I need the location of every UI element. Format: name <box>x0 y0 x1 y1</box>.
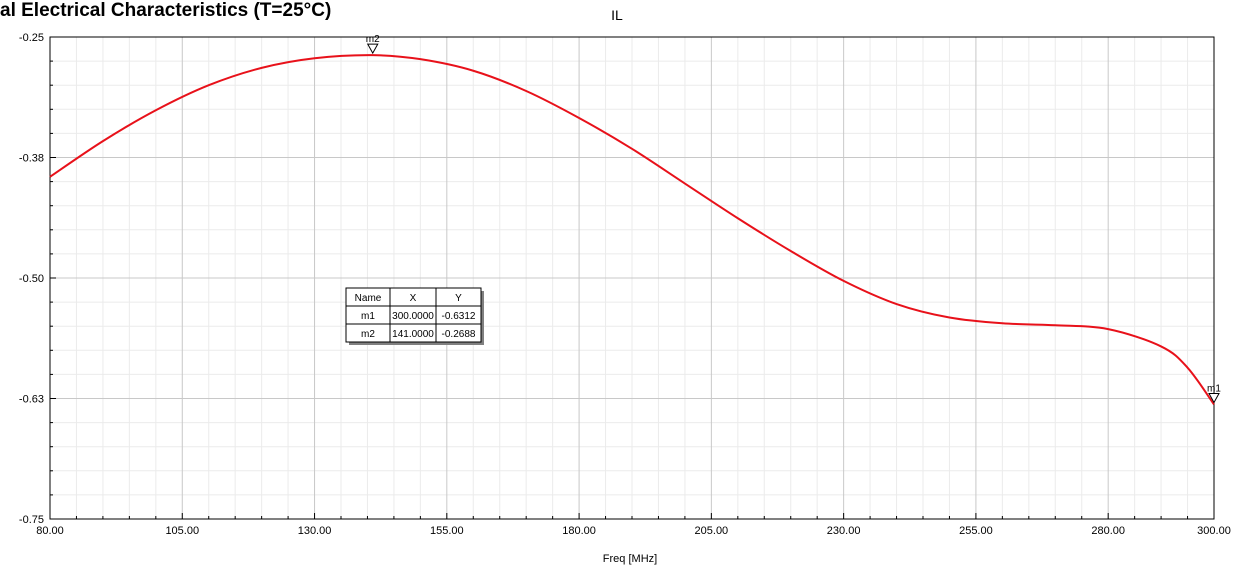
x-tick-label: 230.00 <box>827 525 861 537</box>
chart-title: IL <box>611 7 623 23</box>
marker-m1-icon[interactable] <box>1208 392 1220 404</box>
tick-marks <box>49 36 1215 520</box>
table-box <box>345 287 482 343</box>
x-tick-label: 130.00 <box>298 525 332 537</box>
x-tick-label: 300.00 <box>1197 525 1231 537</box>
table-cell: -0.2688 <box>442 329 476 340</box>
x-tick-labels: 80.00 105.00 130.00 155.00 180.00 205.00 230.0… <box>36 525 1231 537</box>
series-layer <box>49 54 1215 406</box>
markers-layer: m1 m2 <box>366 34 1221 404</box>
page-title: al Electrical Characteristics (T=25°C) <box>0 0 332 21</box>
marker-label: m1 <box>1207 383 1221 394</box>
y-tick-label: -0.25 <box>19 32 44 44</box>
y-tick-labels: -0.25 -0.38 -0.50 -0.63 -0.75 <box>19 32 44 526</box>
marker-label: m2 <box>366 34 380 45</box>
table-header-cell: Y <box>455 293 462 304</box>
table-header-cell: Name <box>355 293 382 304</box>
x-axis-label: Freq [MHz] <box>603 553 657 565</box>
x-tick-label: 280.00 <box>1091 525 1125 537</box>
marker-m2-icon[interactable] <box>366 43 379 55</box>
y-tick-label: -0.63 <box>19 394 44 406</box>
x-tick-label: 80.00 <box>36 525 64 537</box>
x-tick-label: 105.00 <box>165 525 199 537</box>
y-tick-label: -0.75 <box>19 514 44 526</box>
y-tick-label: -0.38 <box>19 153 44 165</box>
table-cell: m1 <box>361 311 375 322</box>
series-line <box>49 54 1215 406</box>
x-tick-label: 180.00 <box>562 525 596 537</box>
table-cell: m2 <box>361 329 375 340</box>
marker-table[interactable]: Name X Ym1 300.0000 -0.6312 m2 141.0000 -0.2688 <box>345 287 484 345</box>
x-tick-label: 155.00 <box>430 525 464 537</box>
table-header-cell: X <box>410 293 417 304</box>
table-cell: 141.0000 <box>392 329 434 340</box>
table-cell: 300.0000 <box>392 311 434 322</box>
y-tick-label: -0.50 <box>19 273 44 285</box>
table-cell: -0.6312 <box>442 311 476 322</box>
x-tick-label: 205.00 <box>695 525 729 537</box>
x-tick-label: 255.00 <box>959 525 993 537</box>
